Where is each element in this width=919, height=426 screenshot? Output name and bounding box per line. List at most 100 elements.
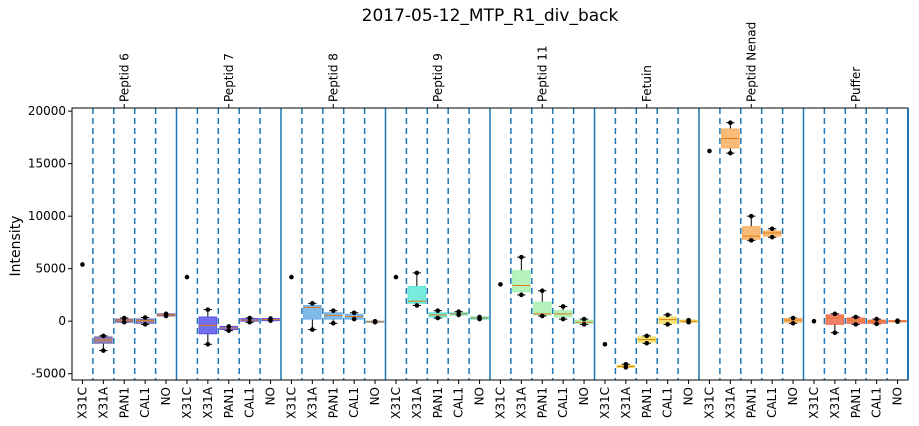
y-axis-label: Intensity xyxy=(8,216,24,277)
data-point xyxy=(581,316,587,322)
data-point xyxy=(205,307,211,312)
data-point xyxy=(623,365,629,370)
data-point xyxy=(330,320,336,326)
x-tick-label: CAL1 xyxy=(765,387,779,418)
plot-area: -5000 0 5000 10000 15000 20000 X31C X31A PAN1 CAL… xyxy=(28,22,909,419)
data-point xyxy=(226,328,232,333)
x-tick-label: X31A xyxy=(305,386,319,418)
data-point xyxy=(665,312,670,318)
data-point xyxy=(498,282,503,287)
x-tick-label: PAN1 xyxy=(744,387,758,418)
x-tick-label: PAN1 xyxy=(640,387,654,418)
data-point xyxy=(101,348,106,353)
group-label: Peptid 9 xyxy=(431,53,445,102)
data-point xyxy=(435,315,441,321)
group-label: Peptid 11 xyxy=(535,45,549,102)
group-label: Peptid 8 xyxy=(326,53,340,102)
x-tick-label: NO xyxy=(891,387,905,405)
x-tick-label: PAN1 xyxy=(117,387,131,418)
y-tick-label: 5000 xyxy=(35,262,66,276)
y-tick-label: 10000 xyxy=(28,209,66,223)
data-point xyxy=(456,309,461,315)
data-point xyxy=(163,311,169,317)
x-tick-label: X31A xyxy=(514,386,528,418)
x-tick-label: NO xyxy=(473,387,487,405)
data-point xyxy=(247,319,252,325)
data-point xyxy=(790,315,796,321)
x-tick-label: PAN1 xyxy=(849,387,863,418)
box xyxy=(741,226,761,240)
x-tick-label: PAN1 xyxy=(222,387,236,418)
data-point xyxy=(393,274,399,280)
data-point xyxy=(581,322,587,327)
data-point xyxy=(184,274,190,280)
data-point xyxy=(665,322,670,327)
data-point xyxy=(121,315,127,321)
data-point xyxy=(769,226,775,232)
x-tick-label: PAN1 xyxy=(431,387,445,418)
box xyxy=(323,312,343,320)
y-tick-label: 15000 xyxy=(28,157,66,171)
x-tick-label: PAN1 xyxy=(535,387,549,418)
data-point xyxy=(247,315,252,321)
x-tick-label: X31A xyxy=(410,386,424,418)
data-point xyxy=(142,322,148,327)
data-point xyxy=(728,150,733,156)
data-point xyxy=(686,317,691,323)
data-point xyxy=(456,312,461,318)
data-point xyxy=(435,308,441,313)
x-tick-label: PAN1 xyxy=(326,387,340,418)
x-tick-label: NO xyxy=(159,387,173,405)
x-tick-label: CAL1 xyxy=(347,387,361,418)
y-tick-label: -5000 xyxy=(31,367,66,381)
data-point xyxy=(874,316,879,322)
data-point xyxy=(644,333,650,339)
x-tick-label: X31A xyxy=(723,386,737,418)
group-label: Peptid Nenad xyxy=(744,22,758,102)
data-point xyxy=(351,316,357,322)
data-point xyxy=(226,324,232,329)
x-tick-label: CAL1 xyxy=(870,387,884,418)
chart-title: 2017-05-12_MTP_R1_div_back xyxy=(362,6,619,26)
data-point xyxy=(832,311,838,317)
data-point xyxy=(519,292,524,298)
x-tick-label: X31C xyxy=(389,387,403,419)
x-tick-label: CAL1 xyxy=(138,387,152,418)
data-point xyxy=(602,341,608,347)
data-point xyxy=(330,308,336,313)
data-point xyxy=(289,274,294,280)
x-tick-label: NO xyxy=(368,387,382,405)
data-point xyxy=(644,340,650,346)
data-point xyxy=(707,148,712,154)
data-point xyxy=(372,318,378,324)
group-label: Peptid 7 xyxy=(222,53,236,102)
y-tick-label: 20000 xyxy=(28,104,66,118)
data-point xyxy=(560,316,566,322)
data-point xyxy=(414,303,420,308)
data-point xyxy=(351,310,357,316)
group-label: Peptid 6 xyxy=(117,53,131,102)
data-point xyxy=(310,301,315,306)
data-point xyxy=(853,314,859,320)
box xyxy=(825,314,845,325)
x-tick-label: X31C xyxy=(807,387,821,419)
x-tick-label: CAL1 xyxy=(661,387,675,418)
x-tick-label: NO xyxy=(577,387,591,405)
data-point xyxy=(811,318,817,324)
data-point xyxy=(142,315,148,320)
x-tick-label: X31C xyxy=(284,387,298,419)
data-point xyxy=(853,322,859,327)
data-point xyxy=(623,361,629,367)
x-tick-label: NO xyxy=(264,387,278,405)
data-point xyxy=(268,316,273,321)
x-tick-label: CAL1 xyxy=(556,387,570,418)
data-point xyxy=(477,314,482,320)
group-label: Fetuin xyxy=(640,65,654,102)
data-point xyxy=(310,327,315,332)
x-tick-label: X31C xyxy=(493,387,507,419)
box xyxy=(532,301,552,316)
data-point xyxy=(832,330,838,336)
data-point xyxy=(895,318,900,323)
x-tick-label: X31A xyxy=(201,386,215,418)
